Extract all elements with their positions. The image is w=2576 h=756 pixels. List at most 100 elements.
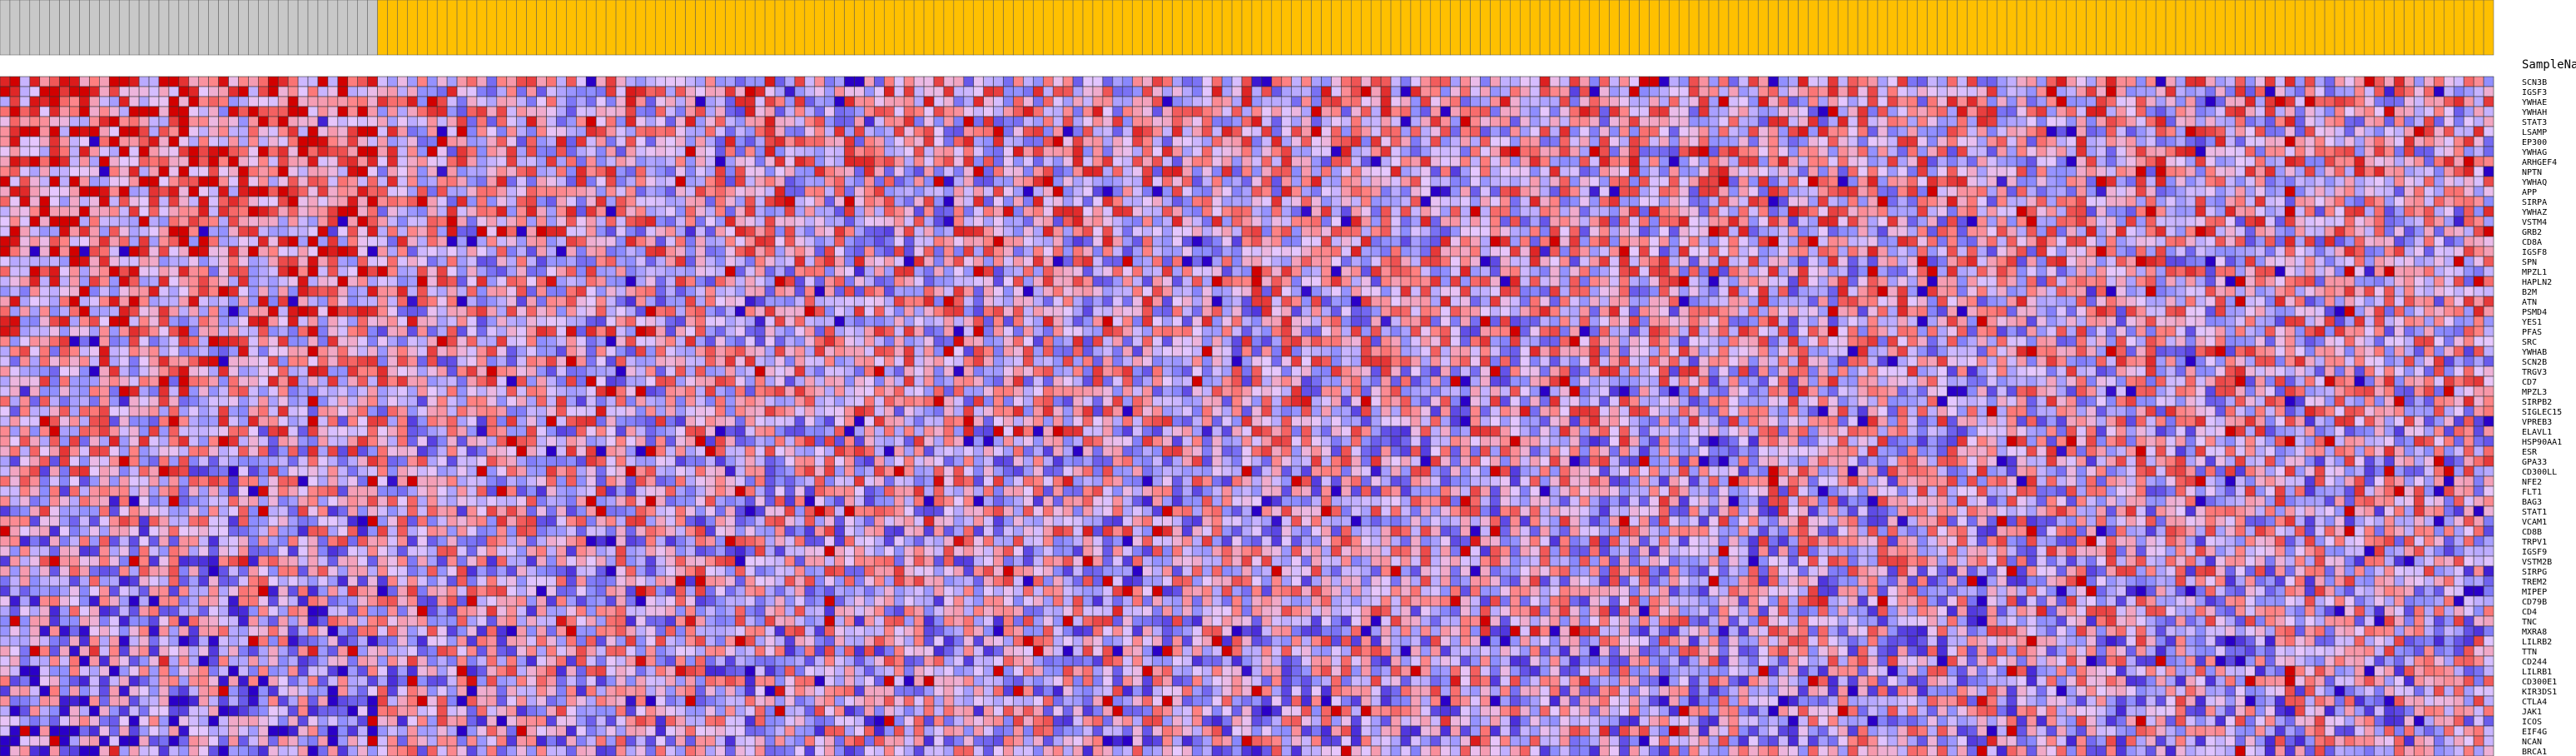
column-header-cell — [1778, 0, 1789, 56]
heatmap-cell — [2195, 166, 2206, 177]
heatmap-cell — [2444, 186, 2454, 197]
heatmap-cell — [2444, 226, 2454, 237]
heatmap-cell — [2076, 126, 2087, 137]
heatmap-cell — [426, 236, 438, 247]
heatmap-cell — [496, 136, 508, 147]
heatmap-cell — [2473, 106, 2484, 117]
heatmap-cell — [764, 256, 776, 267]
heatmap-cell — [1311, 126, 1322, 137]
heatmap-cell — [784, 196, 796, 207]
heatmap-cell — [258, 76, 269, 87]
heatmap-cell — [1619, 226, 1630, 237]
heatmap-cell — [2384, 126, 2395, 137]
heatmap-cell — [2255, 216, 2266, 227]
heatmap-cell — [1380, 166, 1392, 177]
heatmap-cell — [2006, 96, 2018, 107]
heatmap-cell — [2444, 176, 2454, 187]
heatmap-cell — [1122, 176, 1134, 187]
heatmap-cell — [1788, 226, 1799, 237]
heatmap-cell — [2195, 126, 2206, 137]
heatmap-cell — [1688, 196, 1700, 207]
heatmap-cell — [178, 106, 190, 117]
heatmap-cell — [1261, 256, 1273, 267]
heatmap-cell — [715, 106, 726, 117]
heatmap-cell — [417, 236, 428, 247]
heatmap-cell — [1639, 216, 1650, 227]
heatmap-cell — [1549, 136, 1561, 147]
heatmap-cell — [1142, 166, 1153, 177]
heatmap-cell — [1122, 196, 1134, 207]
heatmap-cell — [1132, 236, 1143, 247]
heatmap-cell — [1678, 106, 1690, 117]
heatmap-cell — [49, 96, 60, 107]
heatmap-cell — [864, 116, 875, 127]
heatmap-cell — [804, 206, 816, 217]
heatmap-cell — [287, 76, 299, 87]
heatmap-cell — [605, 126, 617, 137]
heatmap-cell — [1778, 246, 1789, 257]
heatmap-cell — [1519, 136, 1531, 147]
heatmap-cell — [287, 256, 299, 267]
heatmap-cell — [1152, 216, 1163, 227]
heatmap-cell — [685, 216, 696, 227]
heatmap-cell — [2215, 86, 2226, 97]
column-header-cell — [59, 0, 70, 56]
heatmap-cell — [347, 226, 359, 237]
heatmap-cell — [2076, 256, 2087, 267]
heatmap-cell — [367, 186, 378, 197]
heatmap-cell — [1529, 216, 1541, 227]
heatmap-cell — [1132, 226, 1143, 237]
heatmap-cell — [764, 96, 776, 107]
heatmap-cell — [1847, 106, 1859, 117]
heatmap-cell — [2304, 196, 2315, 207]
heatmap-cell — [1500, 126, 1511, 137]
heatmap-cell — [1013, 96, 1024, 107]
heatmap-cell — [1798, 76, 1809, 87]
heatmap-cell — [1251, 96, 1263, 107]
heatmap-cell — [178, 186, 190, 197]
heatmap-cell — [953, 176, 965, 187]
heatmap-cell — [1092, 126, 1104, 137]
heatmap-cell — [1907, 226, 1918, 237]
heatmap-cell — [1033, 126, 1044, 137]
heatmap-cell — [2394, 186, 2405, 197]
heatmap-cell — [89, 196, 100, 207]
heatmap-cell — [2096, 156, 2107, 167]
heatmap-cell — [953, 136, 965, 147]
heatmap-cell — [198, 206, 209, 217]
heatmap-cell — [2424, 236, 2435, 247]
heatmap-cell — [168, 146, 180, 157]
heatmap-cell — [1559, 86, 1571, 97]
heatmap-cell — [2165, 216, 2176, 227]
heatmap-cell — [1201, 236, 1213, 247]
heatmap-cell — [556, 126, 567, 137]
column-header-cell — [486, 0, 498, 56]
heatmap-cell — [1867, 196, 1879, 207]
heatmap-cell — [1201, 96, 1213, 107]
heatmap-cell — [1221, 136, 1233, 147]
heatmap-cell — [1927, 186, 1938, 197]
heatmap-cell — [675, 146, 686, 157]
heatmap-cell — [188, 96, 200, 107]
heatmap-cell — [1698, 86, 1710, 97]
heatmap-cell — [387, 226, 398, 237]
heatmap-cell — [506, 216, 517, 227]
heatmap-cell — [774, 196, 786, 207]
heatmap-cell — [2453, 96, 2464, 107]
heatmap-cell — [357, 116, 368, 127]
heatmap-cell — [2463, 156, 2474, 167]
heatmap-cell — [705, 136, 716, 147]
heatmap-cell — [1122, 76, 1134, 87]
heatmap-cell — [2036, 216, 2047, 227]
heatmap-cell — [1351, 136, 1362, 147]
heatmap-cell — [645, 86, 657, 97]
heatmap-cell — [1003, 236, 1014, 247]
heatmap-cell — [128, 146, 140, 157]
heatmap-cell — [1321, 76, 1332, 87]
heatmap-cell — [168, 106, 180, 117]
heatmap-cell — [1639, 86, 1650, 97]
heatmap-cell — [317, 86, 329, 97]
heatmap-cell — [1678, 76, 1690, 87]
heatmap-cell — [1062, 156, 1074, 167]
heatmap-cell — [367, 96, 378, 107]
